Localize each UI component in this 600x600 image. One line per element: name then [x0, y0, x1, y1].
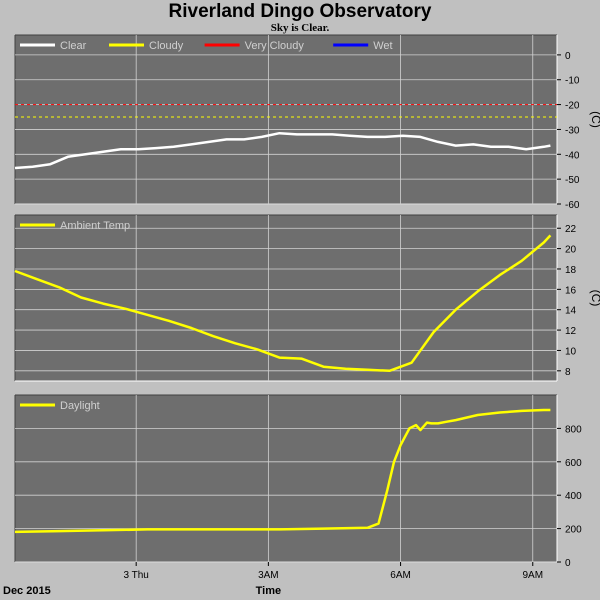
y-tick-label: -60 — [565, 200, 580, 211]
plot-area — [15, 395, 557, 562]
y-tick-label: 10 — [565, 346, 577, 357]
y-tick-label: 400 — [565, 491, 582, 502]
y-tick-label: 0 — [565, 558, 571, 569]
y-axis-unit-label: (C) — [589, 290, 600, 307]
y-axis-unit-label: (C) — [589, 111, 600, 128]
series-line-daylight — [14, 408, 551, 534]
y-tick-label: 16 — [565, 285, 577, 296]
y-tick-label: -10 — [565, 76, 580, 87]
y-tick-label: -40 — [565, 150, 580, 161]
y-tick-label: 18 — [565, 265, 577, 276]
y-tick-label: 20 — [565, 245, 577, 256]
y-tick-label: -50 — [565, 175, 580, 186]
y-tick-label: 14 — [565, 306, 577, 317]
y-tick-label: 22 — [565, 224, 577, 235]
chart-panel-2: 8 10 12 14 16 18 20 22 Ambient Temp (C) — [14, 214, 600, 382]
y-tick-label: 600 — [565, 458, 582, 469]
legend-label: Ambient Temp — [60, 220, 130, 232]
legend-label: Very Cloudy — [245, 40, 305, 52]
series-line-ambient-temp — [14, 234, 552, 373]
y-tick-label: 8 — [565, 367, 571, 378]
legend-label: Clear — [60, 40, 87, 52]
x-axis-label: Time — [256, 585, 281, 597]
sky-status-subtitle: Sky is Clear. — [270, 22, 330, 34]
y-tick-label: -30 — [565, 125, 580, 136]
y-tick-label: 200 — [565, 525, 582, 536]
x-tick-label: 9AM — [522, 570, 543, 581]
legend-label: Wet — [373, 40, 392, 52]
x-tick-label: 3 Thu — [123, 570, 148, 581]
series-line-clear — [14, 131, 551, 170]
x-tick-label: 6AM — [390, 570, 411, 581]
chart-panel-3: 0 200 400 600 800 Daylight — [14, 394, 582, 569]
legend-label: Cloudy — [149, 40, 184, 52]
legend-label: Daylight — [60, 400, 100, 412]
y-tick-label: 12 — [565, 326, 577, 337]
y-tick-label: 0 — [565, 51, 571, 62]
plot-area — [15, 35, 557, 204]
x-tick-label: 3AM — [258, 570, 279, 581]
chart-panel-1: 0 -10 -20 -30 -40 -50 -60 Clear Cloudy Very Cloud… — [14, 34, 600, 211]
date-label: Dec 2015 — [3, 585, 51, 597]
y-tick-label: -20 — [565, 101, 580, 112]
chart-title: Riverland Dingo Observatory — [168, 1, 432, 22]
y-tick-label: 800 — [565, 424, 582, 435]
plot-area — [15, 215, 557, 381]
